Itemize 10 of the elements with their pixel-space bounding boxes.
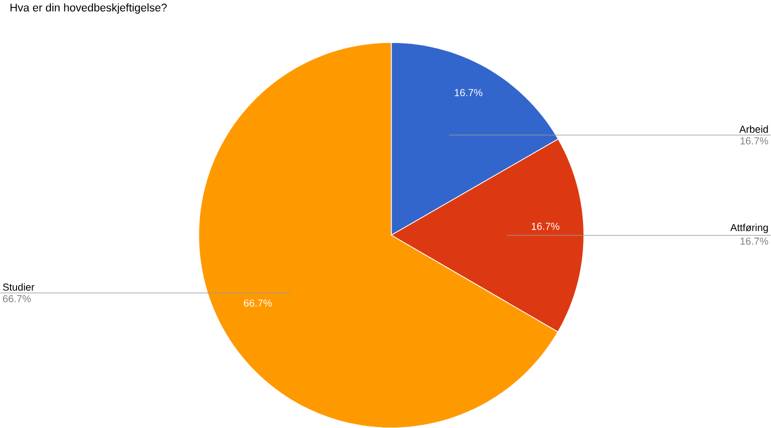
text: 16.7%	[740, 137, 768, 144]
slice-label: Studier	[2, 283, 34, 291]
text: 16.7%	[740, 237, 768, 245]
slice-label: Arbeid	[739, 125, 768, 133]
slice-label: Attføring	[730, 224, 768, 233]
chart-title: Hva er din hovedbeskjeftigelse?	[10, 3, 167, 14]
data-label: 16.7%	[532, 222, 560, 230]
data-label: 66.7%	[244, 299, 272, 306]
text: 66.7%	[3, 294, 31, 302]
data-label: 16.7%	[454, 88, 482, 96]
